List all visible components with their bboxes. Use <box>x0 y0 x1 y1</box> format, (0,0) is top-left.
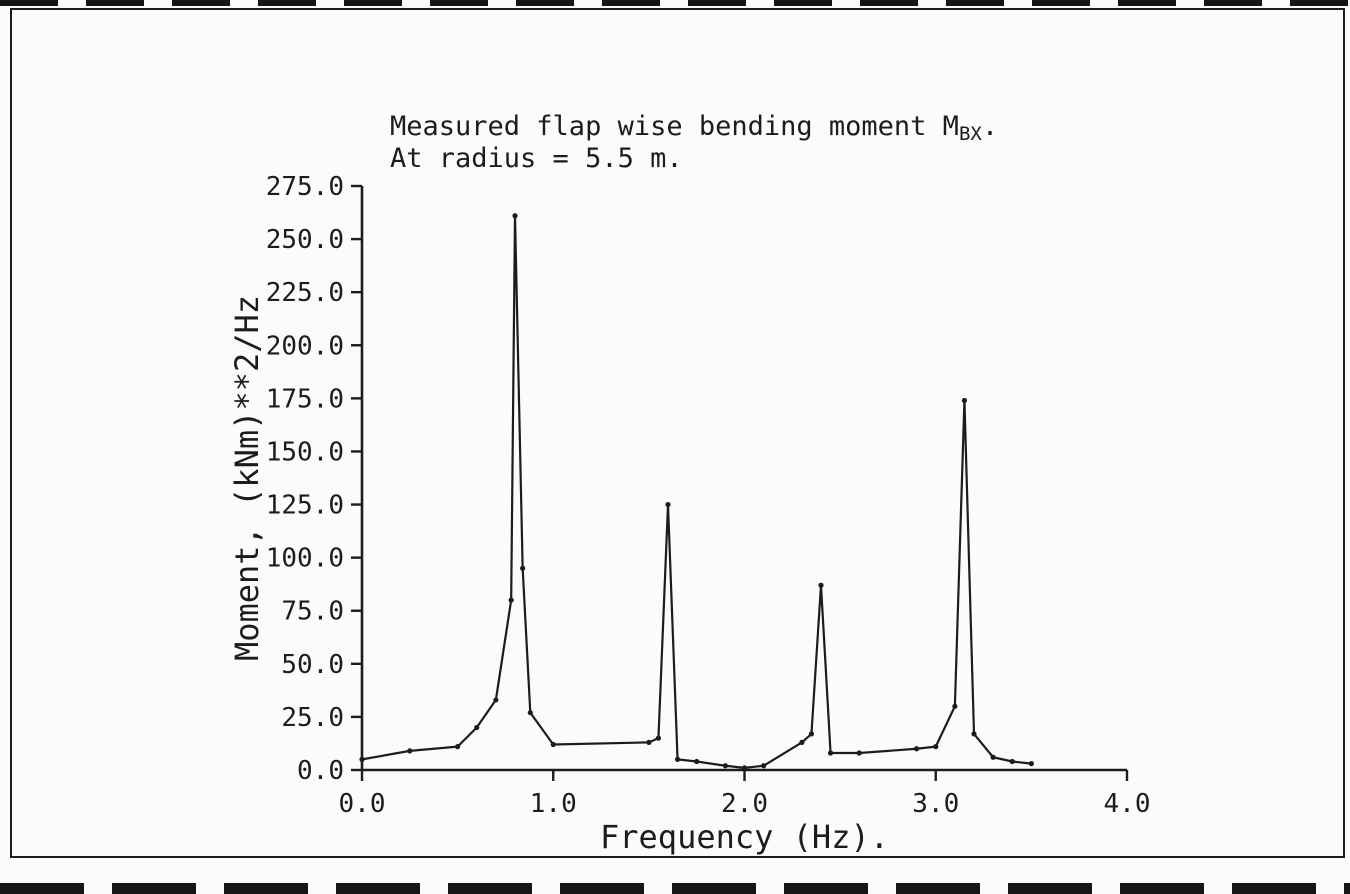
data-point <box>808 731 815 737</box>
page-border <box>10 8 1345 858</box>
chart-title-line1: Measured flap wise bending moment MBX. <box>390 111 998 145</box>
data-point <box>694 758 700 765</box>
y-tick-label: 125.0 <box>266 491 344 521</box>
data-point <box>455 744 461 750</box>
data-point <box>1028 761 1034 767</box>
x-tick-label: 0.0 <box>339 789 386 819</box>
data-point <box>741 765 748 771</box>
data-point <box>512 213 518 219</box>
data-point <box>952 703 958 709</box>
y-axis-label: Moment, (kNm)**2/Hz <box>228 295 266 661</box>
x-tick-label: 4.0 <box>1104 789 1151 819</box>
y-tick-label: 50.0 <box>281 650 344 680</box>
data-point <box>799 739 805 745</box>
data-point <box>856 750 862 756</box>
y-tick-label: 75.0 <box>281 597 344 627</box>
data-point <box>674 756 681 762</box>
x-axis-label: Frequency (Hz). <box>600 818 889 856</box>
y-tick-label: 275.0 <box>266 172 344 202</box>
data-point <box>971 731 977 737</box>
data-point <box>990 754 996 760</box>
data-point <box>818 582 824 588</box>
x-tick-label: 2.0 <box>721 789 768 819</box>
y-tick-label: 175.0 <box>266 384 344 414</box>
y-tick-label: 200.0 <box>266 331 344 361</box>
y-tick-label: 25.0 <box>281 703 344 733</box>
x-tick-label: 1.0 <box>530 789 577 819</box>
data-point <box>508 597 514 603</box>
data-point <box>722 763 728 769</box>
data-point <box>474 724 480 731</box>
data-point <box>914 746 920 752</box>
y-tick-label: 150.0 <box>266 437 344 467</box>
data-point <box>407 748 413 754</box>
data-point <box>527 710 533 716</box>
y-tick-label: 0.0 <box>297 756 344 786</box>
y-tick-label: 100.0 <box>266 544 344 574</box>
data-point <box>550 741 556 748</box>
data-point <box>646 739 652 745</box>
x-tick-label: 3.0 <box>912 789 959 819</box>
y-tick-label: 225.0 <box>266 278 344 308</box>
data-point <box>655 735 662 741</box>
data-point <box>933 744 939 750</box>
data-point <box>827 750 834 756</box>
data-point <box>520 565 526 571</box>
data-point <box>359 756 365 762</box>
chart-title-line2: At radius = 5.5 m. <box>390 143 683 174</box>
data-point <box>961 397 968 404</box>
y-tick-label: 250.0 <box>266 225 344 255</box>
data-point <box>1009 758 1015 765</box>
data-point <box>493 697 499 703</box>
data-line <box>360 214 1033 769</box>
data-point <box>665 501 671 508</box>
data-point <box>761 763 767 769</box>
